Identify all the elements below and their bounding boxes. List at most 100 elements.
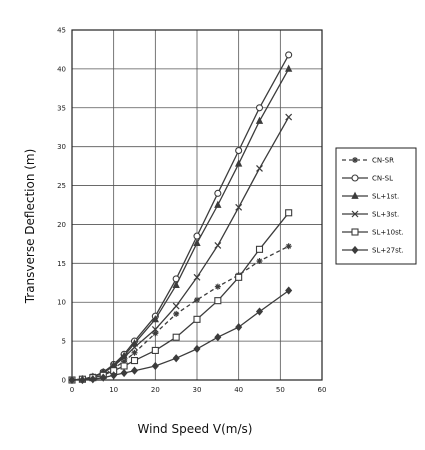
y-tick-label: 25 <box>57 182 66 190</box>
data-point <box>130 339 139 347</box>
data-point <box>172 302 180 310</box>
y-tick-label: 15 <box>57 260 66 268</box>
data-point <box>255 116 264 124</box>
x-stroke <box>172 302 180 310</box>
data-point <box>193 315 201 323</box>
y-tick-label: 35 <box>57 104 66 112</box>
data-point <box>235 203 243 211</box>
data-point <box>120 354 128 361</box>
x-stroke <box>151 326 159 333</box>
data-point <box>120 362 128 370</box>
data-point <box>214 200 222 208</box>
y-tick-label: 10 <box>57 299 66 307</box>
legend-label: SL+27st. <box>372 247 404 255</box>
plot-frame <box>71 29 323 381</box>
x-tick-label: 10 <box>109 386 118 394</box>
x-stroke <box>256 165 263 172</box>
x-tick-label: 40 <box>234 386 243 394</box>
y-tick-label: 0 <box>62 377 66 385</box>
data-point <box>255 307 264 316</box>
legend-label: SL+10st. <box>372 229 404 237</box>
legend-item: SL+10st. <box>342 228 404 237</box>
y-tick-label: 5 <box>62 338 66 346</box>
data-point <box>193 344 201 354</box>
data-point <box>285 209 293 217</box>
legend-marker <box>351 174 359 182</box>
data-point <box>172 280 180 289</box>
x-tick-labels: 0 10 20 30 40 50 60 <box>70 386 327 394</box>
x-tick-label: 30 <box>193 386 202 394</box>
legend-item: SL+1st. <box>342 191 399 201</box>
y-tick-label: 40 <box>57 65 66 73</box>
data-point <box>89 375 97 384</box>
data-point <box>285 51 293 59</box>
x-stroke <box>120 354 128 361</box>
legend-label: SL+1st. <box>372 193 399 201</box>
data-point <box>152 330 159 337</box>
series-group <box>68 51 293 385</box>
data-point <box>214 333 222 342</box>
data-point <box>235 147 243 155</box>
data-point <box>194 296 200 303</box>
data-point <box>285 243 292 250</box>
data-point <box>173 310 180 317</box>
data-point <box>172 354 180 363</box>
data-point <box>68 375 76 385</box>
legend-marker <box>351 228 359 236</box>
data-point <box>78 375 86 385</box>
data-point <box>235 159 243 167</box>
x-stroke <box>131 343 138 351</box>
x-tick-label: 0 <box>70 386 74 394</box>
data-point <box>151 314 159 323</box>
x-tick-label: 50 <box>276 386 285 394</box>
data-point <box>172 333 180 341</box>
x-stroke <box>285 113 293 121</box>
y-tick-label: 30 <box>57 143 66 151</box>
data-point <box>235 273 243 281</box>
legend-label: CN-SR <box>372 157 394 165</box>
y-tick-labels: 0 5 10 15 20 25 30 35 40 45 <box>57 27 66 385</box>
data-point <box>130 357 139 365</box>
x-stroke <box>193 273 201 281</box>
data-point <box>193 238 201 247</box>
legend-item: SL+3st. <box>342 211 399 219</box>
data-point <box>256 258 263 264</box>
data-point <box>130 366 139 375</box>
x-stroke <box>351 210 359 218</box>
x-stroke <box>235 203 243 211</box>
data-point <box>256 165 263 172</box>
data-point <box>214 242 222 249</box>
legend-item: CN-SL <box>342 174 393 183</box>
data-point <box>99 373 107 382</box>
legend-marker <box>351 210 359 218</box>
data-point <box>151 346 159 354</box>
data-point <box>214 189 222 197</box>
y-tick-label: 45 <box>57 27 66 35</box>
data-point <box>120 368 128 378</box>
axes <box>71 29 323 381</box>
data-point <box>151 361 159 371</box>
y-tick-label: 20 <box>57 221 66 229</box>
legend-marker <box>351 191 359 199</box>
data-point <box>285 286 293 295</box>
data-point <box>235 322 243 332</box>
data-point <box>131 349 138 356</box>
legend-label: CN-SL <box>372 175 393 183</box>
data-point <box>255 245 264 253</box>
data-point <box>151 326 159 333</box>
x-tick-label: 60 <box>318 386 327 394</box>
data-point <box>285 64 293 72</box>
x-tick-label: 20 <box>151 386 160 394</box>
x-axis-label: Wind Speed V(m/s) <box>138 422 253 436</box>
legend-marker <box>351 245 359 255</box>
data-point <box>131 343 138 351</box>
series-6 <box>68 286 293 385</box>
data-point <box>214 283 221 290</box>
x-stroke <box>214 242 222 249</box>
legend-marker <box>352 157 358 163</box>
y-axis-label: Transverse Deflection (m) <box>23 149 37 305</box>
legend-item: CN-SR <box>342 157 394 165</box>
legend: CN-SR CN-SL SL+1st. SL+3st. SL+10st. SL+27st. <box>335 147 417 265</box>
data-point <box>285 113 293 121</box>
